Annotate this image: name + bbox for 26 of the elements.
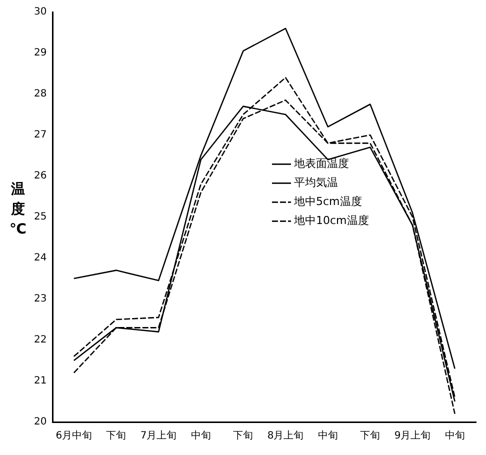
legend-label: 地中5cm温度 (292, 195, 362, 208)
y-tick-label: 29 (34, 48, 47, 59)
y-tick-label: 27 (34, 130, 47, 141)
x-tick-label: 下旬 (106, 430, 126, 442)
legend-label: 地中10cm温度 (292, 214, 369, 228)
y-axis-title: 温度℃ (10, 182, 27, 238)
y-tick-label: 20 (34, 416, 47, 428)
y-tick-label: 23 (34, 294, 47, 305)
x-tick-label: 下旬 (233, 430, 254, 442)
x-tick-label: 中旬 (190, 430, 211, 442)
legend-label: 地表面温度 (292, 157, 349, 170)
y-tick-label: 22 (34, 334, 47, 346)
x-tick-label: 中旬 (318, 430, 338, 442)
y-tick-label: 25 (34, 212, 47, 223)
x-tick-label: 中旬 (444, 430, 465, 442)
x-tick-label: 8月上旬 (267, 430, 304, 442)
x-tick-label: 6月中旬 (56, 430, 92, 442)
x-tick-label: 下旬 (360, 430, 380, 442)
y-tick-label: 28 (34, 88, 47, 100)
x-tick-label: 7月上旬 (140, 430, 177, 442)
y-tick-label: 26 (34, 170, 47, 182)
y-tick-label: 21 (34, 376, 47, 387)
legend-label: 平均気温 (294, 176, 338, 190)
y-tick-label: 24 (34, 252, 47, 264)
y-tick-label: 30 (34, 6, 47, 18)
x-tick-label: 9月上旬 (394, 430, 431, 442)
